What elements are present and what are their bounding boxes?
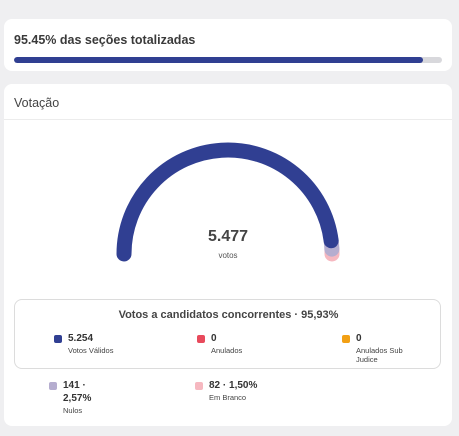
legend-swatch bbox=[195, 382, 203, 390]
legend-swatch bbox=[342, 335, 350, 343]
votes-summary-box: Votos a candidatos concorrentes · 95,93%… bbox=[14, 299, 441, 369]
legend-value: 0 bbox=[211, 333, 217, 344]
gauge-unit-label: votos bbox=[218, 251, 238, 260]
legend-label: Votos Válidos bbox=[68, 346, 114, 355]
legend-label: Judice bbox=[356, 355, 378, 364]
legend-value: 141 · bbox=[63, 380, 86, 391]
legend-value: 5.254 bbox=[68, 333, 94, 344]
legend-swatch bbox=[197, 335, 205, 343]
divider bbox=[4, 119, 452, 120]
legend-label: Anulados Sub bbox=[356, 346, 403, 355]
gauge-total-votes: 5.477 bbox=[207, 228, 249, 245]
totalization-title: 95.45% das seções totalizadas bbox=[14, 33, 196, 47]
legend-value: 0 bbox=[356, 333, 362, 344]
legend-label: Anulados bbox=[211, 346, 243, 355]
gauge-segment-votos-v-lidos bbox=[116, 142, 339, 262]
legend-swatch bbox=[54, 335, 62, 343]
legend-label: Em Branco bbox=[209, 393, 247, 402]
votes-gauge bbox=[116, 142, 340, 262]
summary-title: Votos a candidatos concorrentes · 95,93% bbox=[118, 309, 339, 321]
votacao-title: Votação bbox=[14, 96, 60, 110]
legend-value: 82 · 1,50% bbox=[209, 380, 258, 391]
legend-swatch bbox=[49, 382, 57, 390]
totalization-progress-fill bbox=[14, 57, 423, 63]
totalization-progress-bar bbox=[14, 57, 442, 63]
totalization-card: 95.45% das seções totalizadas bbox=[4, 19, 452, 71]
votacao-card: Votação 5.477 votos Votos a candidatos c… bbox=[4, 84, 452, 426]
legend-label: Nulos bbox=[63, 406, 83, 415]
legend-value-percent: 2,57% bbox=[63, 393, 92, 404]
